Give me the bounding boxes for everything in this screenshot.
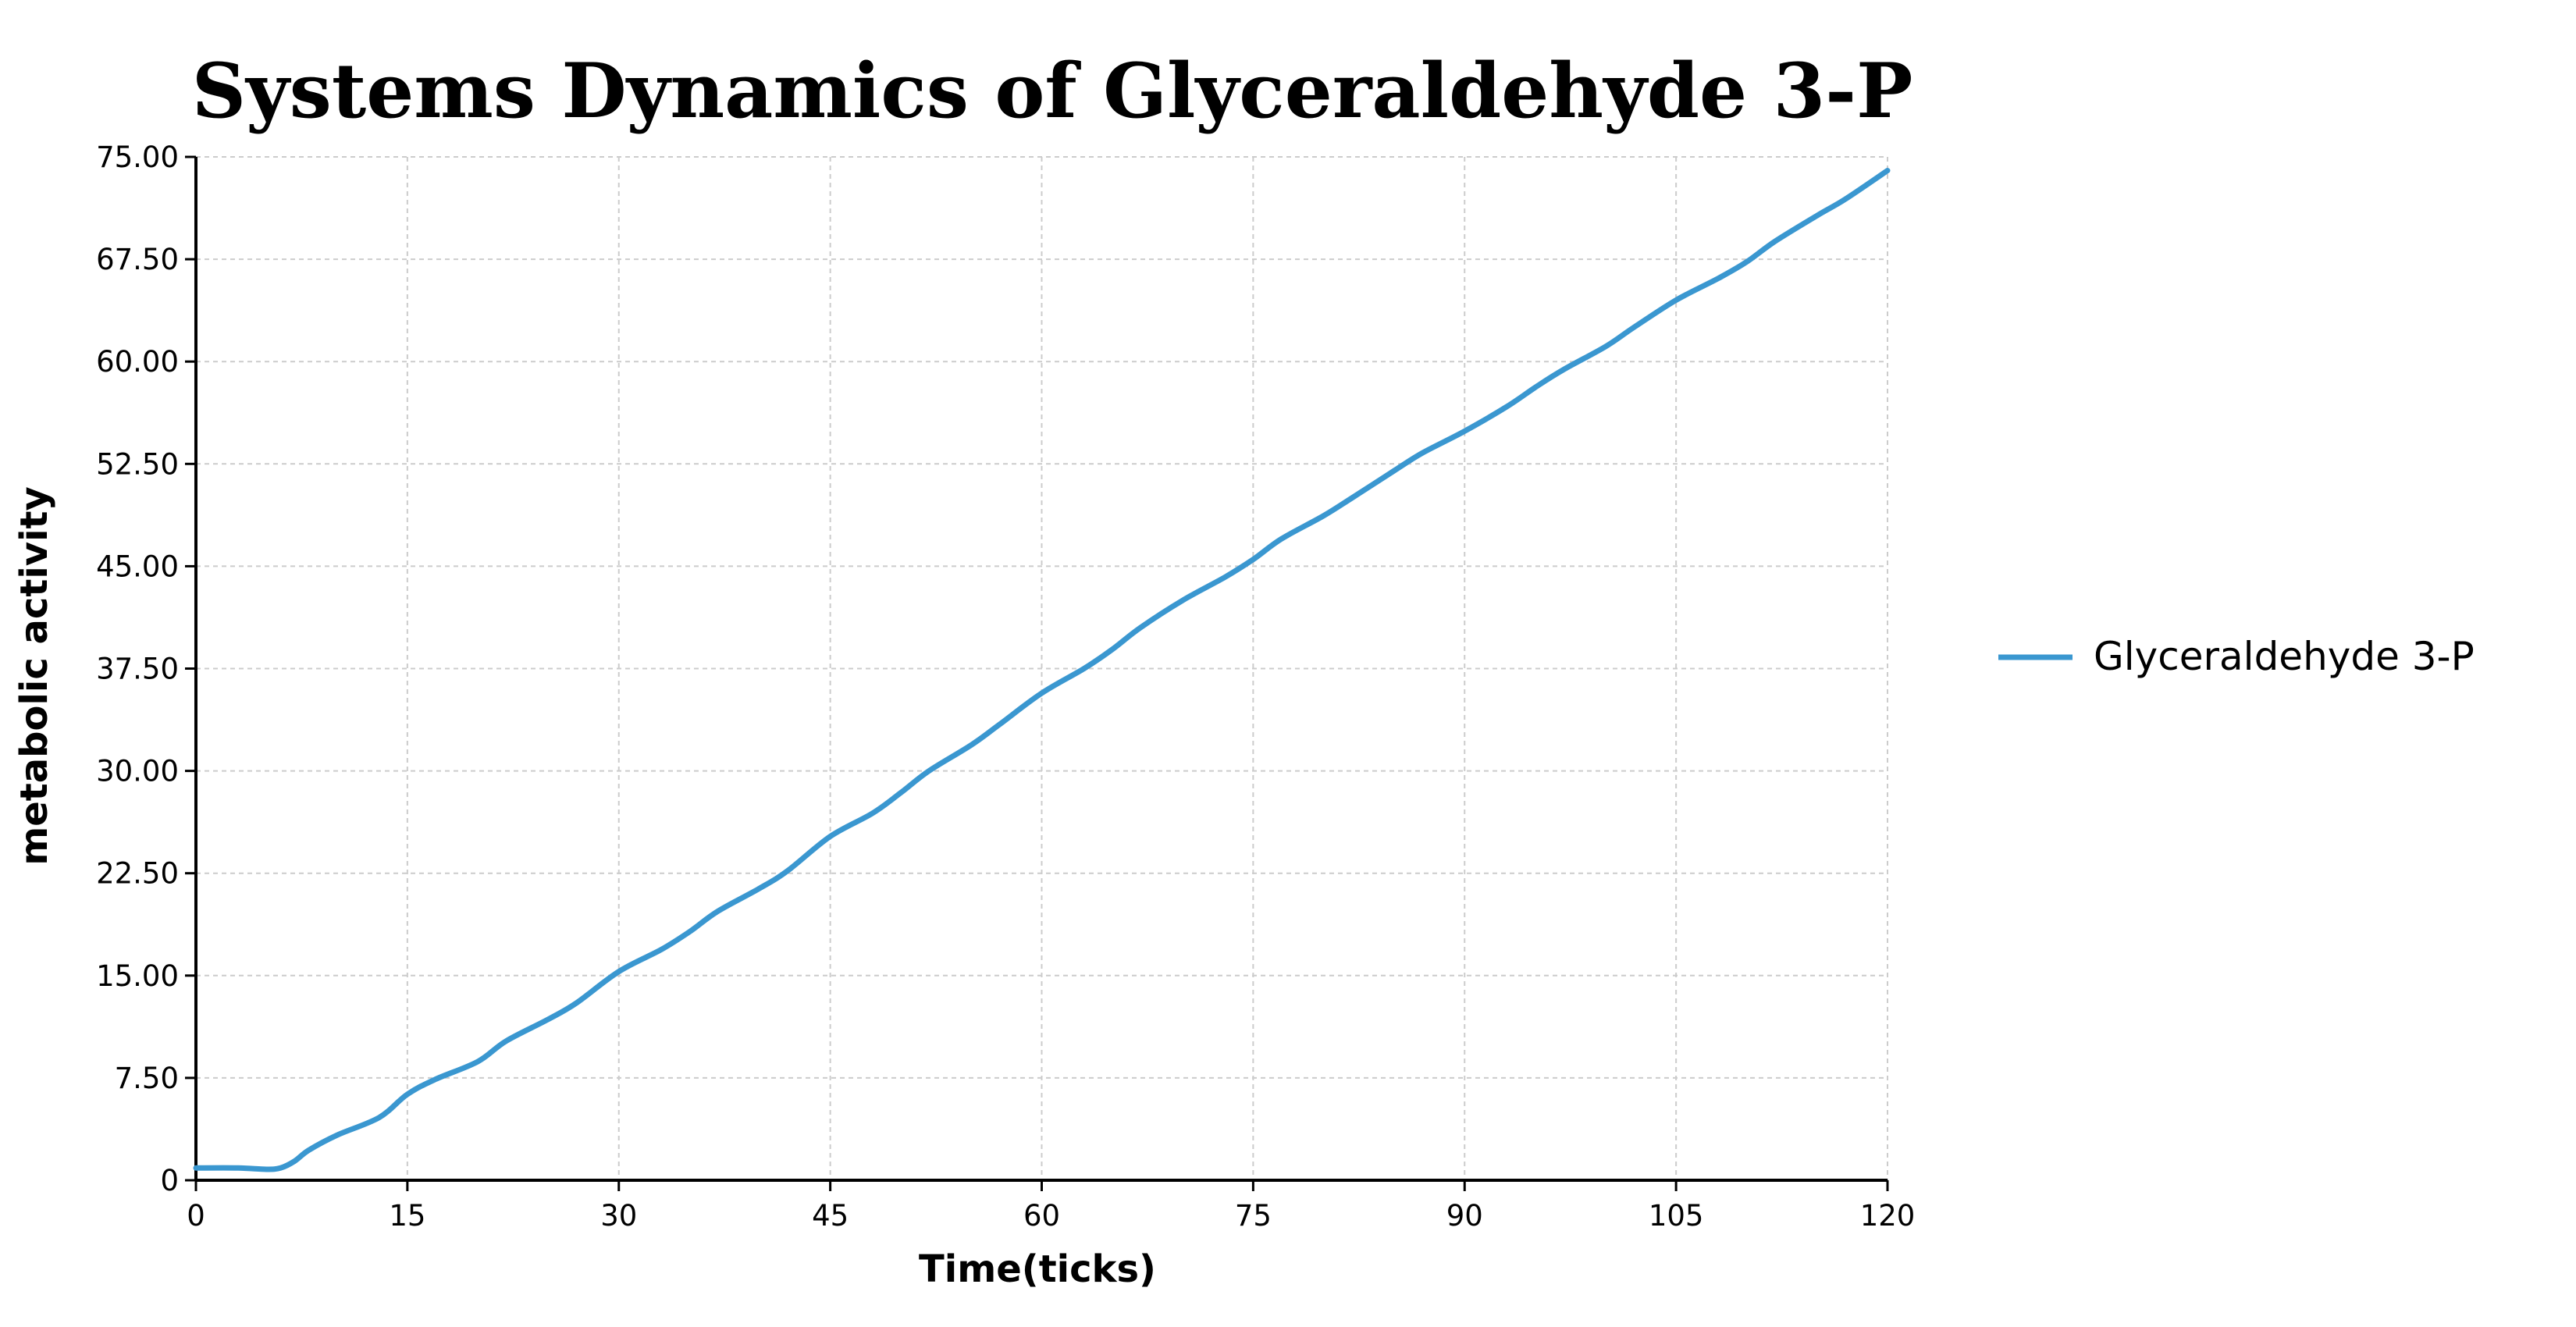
grid (196, 156, 1888, 1180)
y-tick-label: 52.50 (96, 447, 179, 481)
x-axis-label: Time(ticks) (919, 1247, 1156, 1291)
x-tick-label: 15 (389, 1199, 425, 1233)
legend: Glyceraldehyde 3-P (1998, 634, 2475, 679)
x-tick-label: 90 (1446, 1199, 1483, 1233)
y-tick-label: 60.00 (96, 345, 179, 379)
x-tick-label: 120 (1860, 1199, 1916, 1233)
tick-labels: 0 7.50 15.00 22.50 30.00 37.50 45.00 52.50 60.00… (96, 141, 1915, 1233)
y-tick-label: 75.00 (96, 141, 179, 174)
x-tick-label: 0 (187, 1199, 205, 1233)
series-line-glyceraldehyde-3-p (193, 168, 1891, 1172)
x-tick-label: 45 (812, 1199, 849, 1233)
y-tick-label: 30.00 (96, 755, 179, 788)
x-tick-label: 30 (600, 1199, 637, 1233)
x-tick-label: 60 (1023, 1199, 1060, 1233)
legend-label-glyceraldehyde-3-p: Glyceraldehyde 3-P (2094, 634, 2475, 679)
y-axis-label: metabolic activity (12, 486, 56, 866)
y-tick-label: 0 (160, 1164, 179, 1197)
y-tick-label: 7.50 (115, 1062, 179, 1095)
chart-title: Systems Dynamics of Glyceraldehyde 3-P (192, 47, 1913, 135)
y-tick-label: 67.50 (96, 243, 179, 276)
x-tick-label: 75 (1235, 1199, 1272, 1233)
y-tick-label: 45.00 (96, 550, 179, 583)
y-tick-label: 22.50 (96, 857, 179, 891)
series-layer (193, 168, 1891, 1172)
y-tick-label: 37.50 (96, 653, 179, 686)
y-tick-label: 15.00 (96, 959, 179, 993)
x-tick-label: 105 (1649, 1199, 1704, 1233)
